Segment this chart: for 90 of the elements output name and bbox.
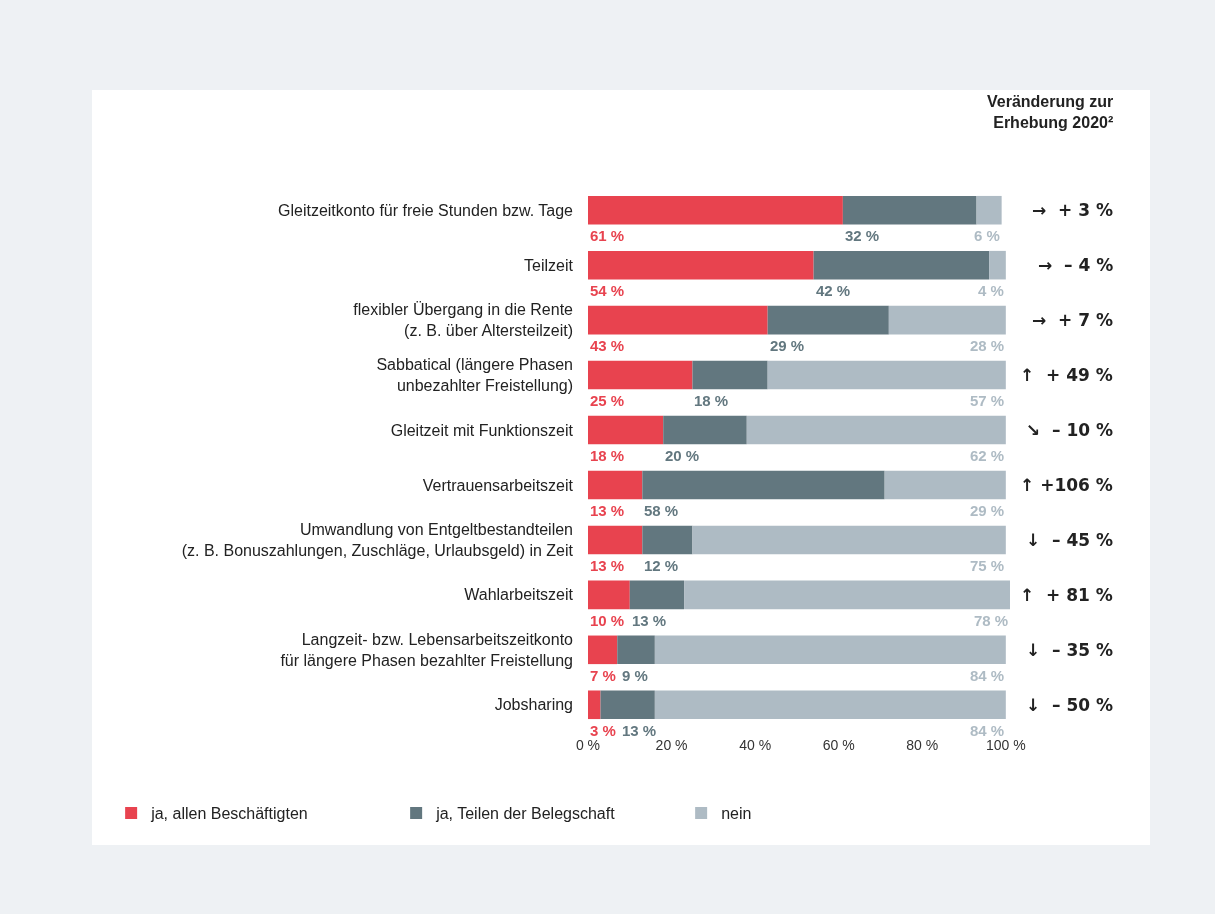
bar	[767, 360, 1006, 390]
x-tick-label: 60 %	[822, 737, 855, 753]
bar	[746, 415, 1006, 445]
bar	[588, 360, 693, 390]
data-label: 29 %	[970, 502, 1005, 519]
bar	[629, 580, 685, 610]
text: ↑ + 81 %	[1020, 585, 1113, 605]
data-label: 29 %	[770, 337, 805, 354]
text: ↓ – 45 %	[1026, 530, 1114, 550]
y-tick-label: Gleitzeit mit Funktionszeit	[390, 421, 574, 439]
data-label: 13 %	[622, 722, 657, 739]
y-tick-label: Vertrauensarbeitszeit	[422, 476, 574, 494]
y-tick-label: Wahlarbeitszeit	[464, 586, 574, 604]
data-label: 78 %	[974, 612, 1009, 629]
data-label: 13 %	[590, 502, 625, 519]
data-label: 6 %	[974, 227, 1000, 244]
data-label: 62 %	[970, 447, 1005, 464]
data-label: 18 %	[590, 447, 625, 464]
bar	[588, 470, 643, 500]
data-label: 10 %	[590, 612, 625, 629]
text: → + 3 %	[1032, 200, 1114, 220]
bar	[588, 195, 843, 225]
data-label: 25 %	[590, 392, 625, 409]
data-label: 12 %	[644, 557, 679, 574]
x-tick-label: 80 %	[906, 737, 939, 753]
data-label: 18 %	[694, 392, 729, 409]
bar	[976, 195, 1002, 225]
legend-label: ja, allen Beschäftigten	[150, 805, 308, 823]
data-label: 9 %	[622, 667, 648, 684]
legend-label: nein	[721, 805, 752, 823]
data-label: 20 %	[665, 447, 700, 464]
data-label: 32 %	[845, 227, 880, 244]
data-label: 84 %	[970, 667, 1005, 684]
bar	[692, 360, 768, 390]
text: → – 4 %	[1038, 255, 1114, 275]
data-label: 61 %	[590, 227, 625, 244]
bar	[692, 525, 1006, 555]
data-label: 28 %	[970, 337, 1005, 354]
bar	[654, 690, 1006, 720]
data-label: 84 %	[970, 722, 1005, 739]
bar	[663, 415, 747, 445]
text: ↑ +106 %	[1020, 475, 1113, 495]
data-label: 43 %	[590, 337, 625, 354]
bar	[588, 525, 643, 555]
x-tick-label: 100 %	[985, 737, 1026, 753]
y-tick-label: Jobsharing	[494, 696, 573, 714]
data-label: 3 %	[590, 722, 616, 739]
bar	[842, 195, 977, 225]
data-label: 57 %	[970, 392, 1005, 409]
y-tick-label: Gleitzeitkonto für freie Stunden bzw. Tage	[278, 201, 574, 219]
data-label: 4 %	[978, 282, 1004, 299]
bar	[588, 635, 618, 665]
data-label: 54 %	[590, 282, 625, 299]
x-tick-label: 40 %	[739, 737, 772, 753]
bar	[888, 305, 1006, 335]
text: ↓ – 35 %	[1026, 640, 1114, 660]
bar	[617, 635, 655, 665]
y-tick-label: Langzeit- bzw. Lebensarbeitszeitkonto für längere Phasen bezahlter Freistellung	[280, 631, 574, 669]
text: → + 7 %	[1032, 310, 1114, 330]
bar	[588, 690, 601, 720]
bar	[654, 635, 1006, 665]
data-label: 13 %	[632, 612, 667, 629]
text: ↓ – 50 %	[1026, 695, 1114, 715]
bar	[600, 690, 655, 720]
bar	[684, 580, 1010, 610]
data-label: 75 %	[970, 557, 1005, 574]
data-label: 42 %	[816, 282, 851, 299]
bar	[767, 305, 889, 335]
data-label: 7 %	[590, 667, 616, 684]
y-tick-label: flexibler Übergang in die Rente (z. B. über Altersteilzeit)	[353, 301, 574, 340]
y-tick-label: Sabbatical (längere Phasen unbezahlter Freistellung)	[376, 356, 573, 395]
bar	[588, 305, 768, 335]
x-tick-label: 20 %	[655, 737, 688, 753]
bar	[588, 415, 664, 445]
bar	[642, 470, 885, 500]
data-label: 58 %	[644, 502, 679, 519]
bar	[884, 470, 1006, 500]
text: Veränderung zur Erhebung 2020²	[987, 93, 1114, 131]
y-tick-label: Umwandlung von Entgeltbestandteilen (z. B. Bonuszahlungen, Zuschläge, Urlaubsgeld) in Zeit	[181, 521, 574, 559]
bar	[989, 250, 1006, 280]
text: ↘ – 10 %	[1026, 420, 1114, 440]
data-label: 13 %	[590, 557, 625, 574]
bar	[588, 250, 814, 280]
bar	[813, 250, 990, 280]
bar	[588, 580, 630, 610]
bar	[642, 525, 693, 555]
x-tick-label: 0 %	[575, 737, 601, 753]
legend-label: ja, Teilen der Belegschaft	[435, 805, 616, 823]
text: ↑ + 49 %	[1020, 365, 1113, 385]
y-tick-label: Teilzeit	[524, 256, 574, 274]
